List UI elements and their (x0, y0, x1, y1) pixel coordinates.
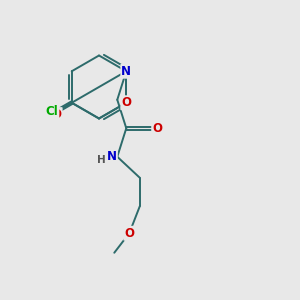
Text: O: O (52, 108, 62, 121)
Text: O: O (152, 122, 162, 135)
Text: O: O (124, 227, 134, 240)
Text: H: H (97, 155, 106, 165)
Text: O: O (121, 96, 131, 109)
Text: N: N (121, 65, 131, 78)
Text: Cl: Cl (46, 104, 59, 118)
Text: N: N (107, 150, 117, 163)
